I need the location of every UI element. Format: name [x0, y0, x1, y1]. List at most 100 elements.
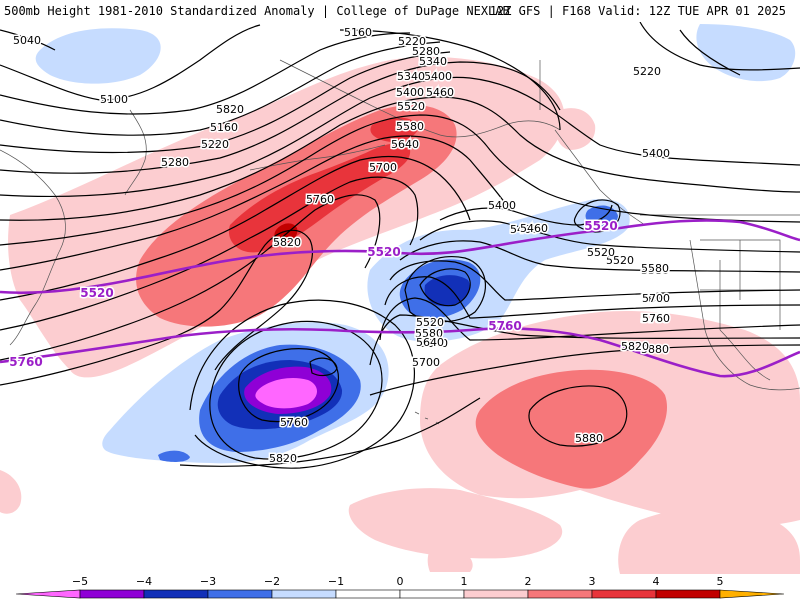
colorbar-tick-label: −4 — [136, 575, 152, 588]
contour-5520-trough — [399, 240, 800, 273]
colorbar-segment — [591, 589, 657, 599]
colorbar-segment — [655, 589, 721, 599]
contour-label: 5040 — [13, 34, 41, 47]
map-panel: 5040 5100 5160 5220 5280 5340 5400 5460 5520 5580… — [0, 22, 800, 574]
canada-border — [539, 60, 800, 216]
contour-5760-trough — [369, 314, 800, 366]
contour-label: 5640 — [391, 138, 419, 151]
anomaly-pos1-area — [348, 488, 563, 559]
contour-label: 5100 — [100, 93, 128, 106]
aleutian-chain — [249, 144, 386, 171]
contour-label: 5340 — [419, 55, 447, 68]
colorbar-segment — [527, 589, 593, 599]
contour-label: 5820 — [269, 452, 297, 465]
contour-5400 — [0, 76, 800, 198]
contour-label: 5520 — [416, 316, 444, 329]
colorbar-tick-label: −3 — [200, 575, 216, 588]
highlight-contour-label: 5760 — [488, 319, 521, 333]
contour-5640-trough — [384, 276, 800, 319]
contour-label: 5580 — [641, 264, 669, 277]
contour-label: 5820 — [273, 236, 301, 249]
contour-label: 5820 — [621, 340, 649, 353]
contour-5220-canada — [639, 22, 800, 71]
anomaly-neg1-area — [696, 24, 796, 82]
colorbar-tick-label: −2 — [264, 575, 280, 588]
contour-label: 5160 — [344, 26, 372, 39]
colorbar: −5 −4 −3 −2 −1 0 1 2 3 4 5 — [0, 574, 800, 600]
contour-5460 — [0, 96, 800, 221]
anomaly-pos4-area — [274, 223, 298, 243]
contour-5100 — [0, 24, 261, 101]
highlight-label-layer: 5520 5520 5520 5760 5760 — [8, 218, 619, 371]
contour-5520 — [0, 114, 800, 246]
highlight-contour-5760 — [0, 327, 800, 378]
anomaly-pos2-area — [475, 369, 668, 489]
contour-5700 — [0, 176, 419, 331]
contour-5160 — [0, 32, 411, 115]
kamchatka-coastline — [124, 109, 147, 196]
anomaly-pos1-area — [618, 508, 800, 574]
contour-5820-east — [369, 344, 800, 396]
contour-5880-outer — [189, 299, 416, 469]
contour-5400-closed — [573, 199, 621, 233]
colorbar-segment — [79, 589, 145, 599]
model-run-info: 12Z GFS | F168 Valid: 12Z TUE APR 01 202… — [489, 4, 786, 18]
contour-label: 5400 — [396, 86, 424, 99]
height-contours — [0, 22, 800, 469]
coastlines — [0, 59, 800, 425]
colorbar-max-arrow — [719, 589, 785, 599]
contour-label: 5220 — [201, 138, 229, 151]
colorbar-segment — [335, 589, 401, 599]
highlight-contour-label: 5520 — [367, 245, 400, 259]
contour-label: 5640 — [420, 337, 448, 350]
contour-5580-low — [404, 256, 486, 323]
highlight-contours — [0, 219, 800, 378]
contour-label: 5880 — [641, 343, 669, 356]
contour-label-layer: 5040510051605220528053405400546055205580… — [12, 25, 672, 467]
anomaly-neg5-area — [255, 378, 317, 409]
contour-label: 5700 — [412, 356, 440, 369]
contour-5640 — [0, 155, 471, 301]
colorbar-tick-label: 3 — [589, 575, 596, 588]
contour-label: 5700 — [641, 312, 669, 325]
colorbar-tick-label: 5 — [717, 575, 724, 588]
contour-label: 5760 — [280, 416, 308, 429]
contour-label: 5580 — [396, 120, 424, 133]
colorbar-min-arrow — [15, 589, 81, 599]
alaska-coastline — [279, 59, 561, 138]
colorbar-tick-label: 4 — [653, 575, 660, 588]
contour-5220 — [0, 41, 441, 136]
anomaly-neg1-area — [35, 28, 161, 84]
contour-label: 5400 — [424, 70, 452, 83]
contour-label: 5700 — [642, 292, 670, 305]
contour-label: 5580 — [415, 327, 443, 340]
contour-5160-alaska — [339, 29, 561, 131]
contour-label: 5340 — [397, 70, 425, 83]
highlight-contour-label: 5520 — [80, 286, 113, 300]
contour-5880-high — [528, 385, 628, 447]
colorbar-segment — [399, 589, 465, 599]
colorbar-segment — [463, 589, 529, 599]
contour-5580 — [0, 135, 511, 271]
colorbar-segment — [207, 589, 273, 599]
colorbar-tick-label: 0 — [397, 575, 404, 588]
west-coast — [689, 239, 800, 391]
anomaly-pos1-area — [427, 540, 473, 572]
anomaly-pos1-area — [555, 108, 596, 150]
contour-label: 5400 — [488, 199, 516, 212]
contour-5700-low — [309, 357, 338, 377]
contour-5580-trough — [389, 260, 800, 301]
contour-label: 5220 — [398, 35, 426, 48]
contour-5340 — [0, 61, 561, 174]
contour-label: 5700 — [369, 161, 397, 174]
highlight-contour-5520 — [0, 219, 800, 295]
contour-5760-low — [238, 348, 339, 423]
contour-5040 — [0, 29, 56, 51]
colorbar-tick-label: 1 — [461, 575, 468, 588]
colorbar-svg: −5 −4 −3 −2 −1 0 1 2 3 4 5 — [15, 575, 785, 599]
contour-label: 5280 — [412, 45, 440, 58]
anomaly-pos1-area — [0, 470, 22, 514]
contour-5820-south — [179, 397, 481, 467]
contour-label: 5160 — [210, 121, 238, 134]
contour-5460-trough — [419, 220, 800, 253]
